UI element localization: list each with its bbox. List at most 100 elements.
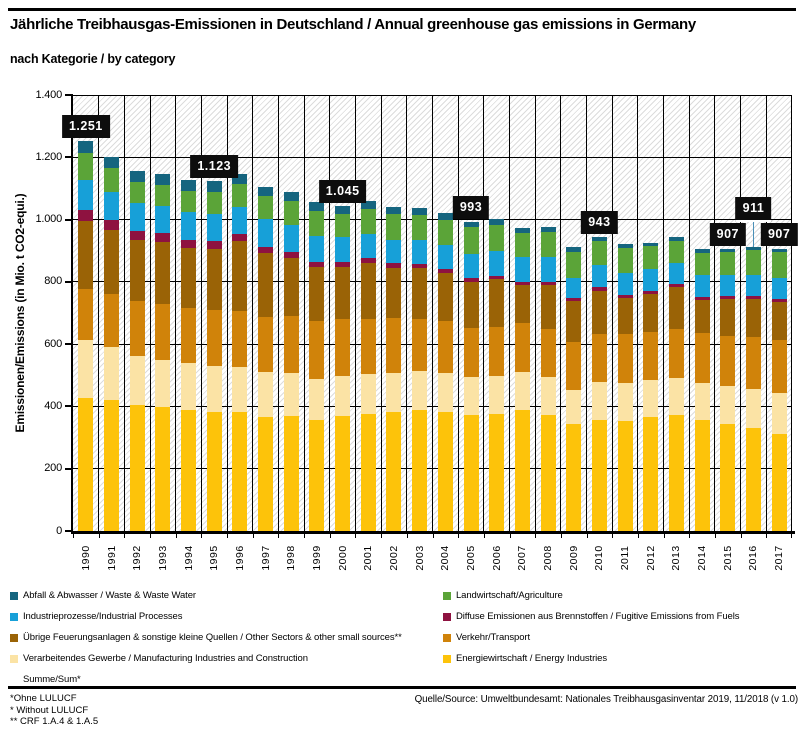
y-tick-mark [65, 218, 73, 221]
y-tick-label: 600 [44, 337, 62, 350]
bar-segment-other-sectors [206, 248, 222, 310]
bar-segment-industrial-processes [694, 275, 710, 297]
bar-segment-energy [335, 416, 351, 531]
legend-item-sum: Summe/Sum* [10, 669, 440, 690]
bar-segment-other-sectors [104, 230, 120, 295]
bar-segment-manufacturing [155, 359, 171, 408]
bar-segment-energy [386, 411, 402, 531]
gridline-vertical [354, 95, 356, 531]
bar-segment-transport [643, 331, 659, 380]
bar-segment-waste [617, 244, 633, 248]
bar-segment-fugitive [463, 277, 479, 282]
bar-segment-energy [360, 413, 376, 531]
bar-segment-energy [720, 424, 736, 531]
sum-label-2015: 907 [709, 222, 746, 246]
bar-segment-industrial-processes [617, 272, 633, 295]
bar-segment-energy [566, 423, 582, 531]
bar-segment-fugitive [283, 251, 299, 258]
bar-segment-fugitive [360, 257, 376, 263]
bar-segment-agriculture [720, 251, 736, 276]
x-tick-mark [304, 533, 306, 538]
legend-item-waste: Abfall & Abwasser / Waste & Waste Water [10, 585, 440, 606]
x-tick-label-2010: 2010 [593, 545, 606, 571]
bar-segment-manufacturing [309, 379, 325, 421]
legend-swatch-manufacturing [10, 654, 18, 663]
gridline-vertical [483, 95, 485, 531]
bar-segment-agriculture [283, 201, 299, 225]
bar-segment-energy [745, 427, 761, 531]
legend-label-sum: Summe/Sum* [23, 674, 81, 685]
bar-segment-agriculture [181, 190, 197, 212]
y-tick-mark [65, 343, 73, 346]
legend-label-manufacturing: Verarbeitendes Gewerbe / Manufacturing I… [23, 653, 308, 664]
bar-segment-industrial-processes [386, 239, 402, 264]
gridline-vertical [509, 95, 511, 531]
bar-segment-other-sectors [360, 262, 376, 319]
bar-segment-other-sectors [258, 253, 274, 317]
x-tick-label-2000: 2000 [336, 545, 349, 571]
legend-label-industrial-processes: Industrieprozesse/Industrial Processes [23, 611, 183, 622]
bar-segment-fugitive [591, 287, 607, 291]
bar-segment-energy [591, 419, 607, 531]
legend-swatch-energy [443, 654, 451, 663]
bar-segment-energy [155, 407, 171, 531]
bar-segment-transport [720, 335, 736, 387]
x-tick-mark [637, 533, 639, 538]
sum-label-2010: 943 [581, 211, 618, 235]
sum-label-2017: 907 [760, 222, 798, 246]
gridline-vertical [457, 95, 459, 531]
legend-swatch-industrial-processes [10, 612, 18, 621]
x-tick-label-2003: 2003 [413, 545, 426, 571]
bar-segment-agriculture [78, 153, 94, 181]
bar-segment-waste [283, 191, 299, 202]
y-tick-mark [65, 280, 73, 283]
bar-segment-transport [771, 340, 787, 393]
bar-segment-agriculture [335, 213, 351, 237]
legend-item-other-sectors: Übrige Feuerungsanlagen & sonstige klein… [10, 627, 440, 648]
bar-segment-industrial-processes [668, 262, 684, 285]
x-tick-label-1999: 1999 [310, 545, 323, 571]
bar-segment-waste [129, 171, 145, 183]
bar-segment-waste [668, 237, 684, 241]
gridline-vertical [149, 95, 151, 531]
bar-segment-agriculture [360, 208, 376, 234]
gridline-vertical [560, 95, 562, 531]
gridline-vertical [663, 95, 665, 531]
x-axis-line [71, 531, 795, 534]
bar-segment-other-sectors [566, 301, 582, 343]
legend-swatch-fugitive [443, 612, 451, 621]
source-note: Quelle/Source: Umweltbundesamt: National… [414, 694, 799, 705]
y-tick-label: 800 [44, 275, 62, 288]
bar-segment-energy [309, 420, 325, 531]
bar-segment-manufacturing [258, 372, 274, 417]
x-tick-mark [586, 533, 588, 538]
gridline-vertical [175, 95, 177, 531]
bar-segment-waste [745, 247, 761, 251]
x-tick-label-1991: 1991 [105, 545, 118, 571]
bar-segment-other-sectors [463, 281, 479, 328]
x-tick-mark [227, 533, 229, 538]
y-tick-label: 400 [44, 399, 62, 412]
bar-segment-other-sectors [591, 290, 607, 335]
bar-segment-agriculture [745, 250, 761, 275]
bar-segment-transport [386, 318, 402, 374]
bar-segment-fugitive [720, 296, 736, 300]
x-tick-mark [458, 533, 460, 538]
bar-segment-transport [412, 318, 428, 372]
bar-segment-waste [540, 227, 556, 232]
gridline-vertical [611, 95, 613, 531]
legend-swatch-waste [10, 591, 18, 600]
bar-segment-manufacturing [129, 355, 145, 406]
bar-segment-manufacturing [283, 372, 299, 417]
bar-segment-agriculture [617, 247, 633, 273]
bar-segment-industrial-processes [412, 240, 428, 265]
x-tick-label-1992: 1992 [131, 545, 144, 571]
x-tick-label-2015: 2015 [721, 545, 734, 571]
bar-segment-industrial-processes [643, 268, 659, 291]
bar-segment-industrial-processes [258, 218, 274, 247]
bar-segment-manufacturing [514, 371, 530, 411]
x-tick-mark [663, 533, 665, 538]
bar-segment-fugitive [514, 281, 530, 286]
x-tick-mark [535, 533, 537, 538]
bar-segment-manufacturing [206, 365, 222, 412]
